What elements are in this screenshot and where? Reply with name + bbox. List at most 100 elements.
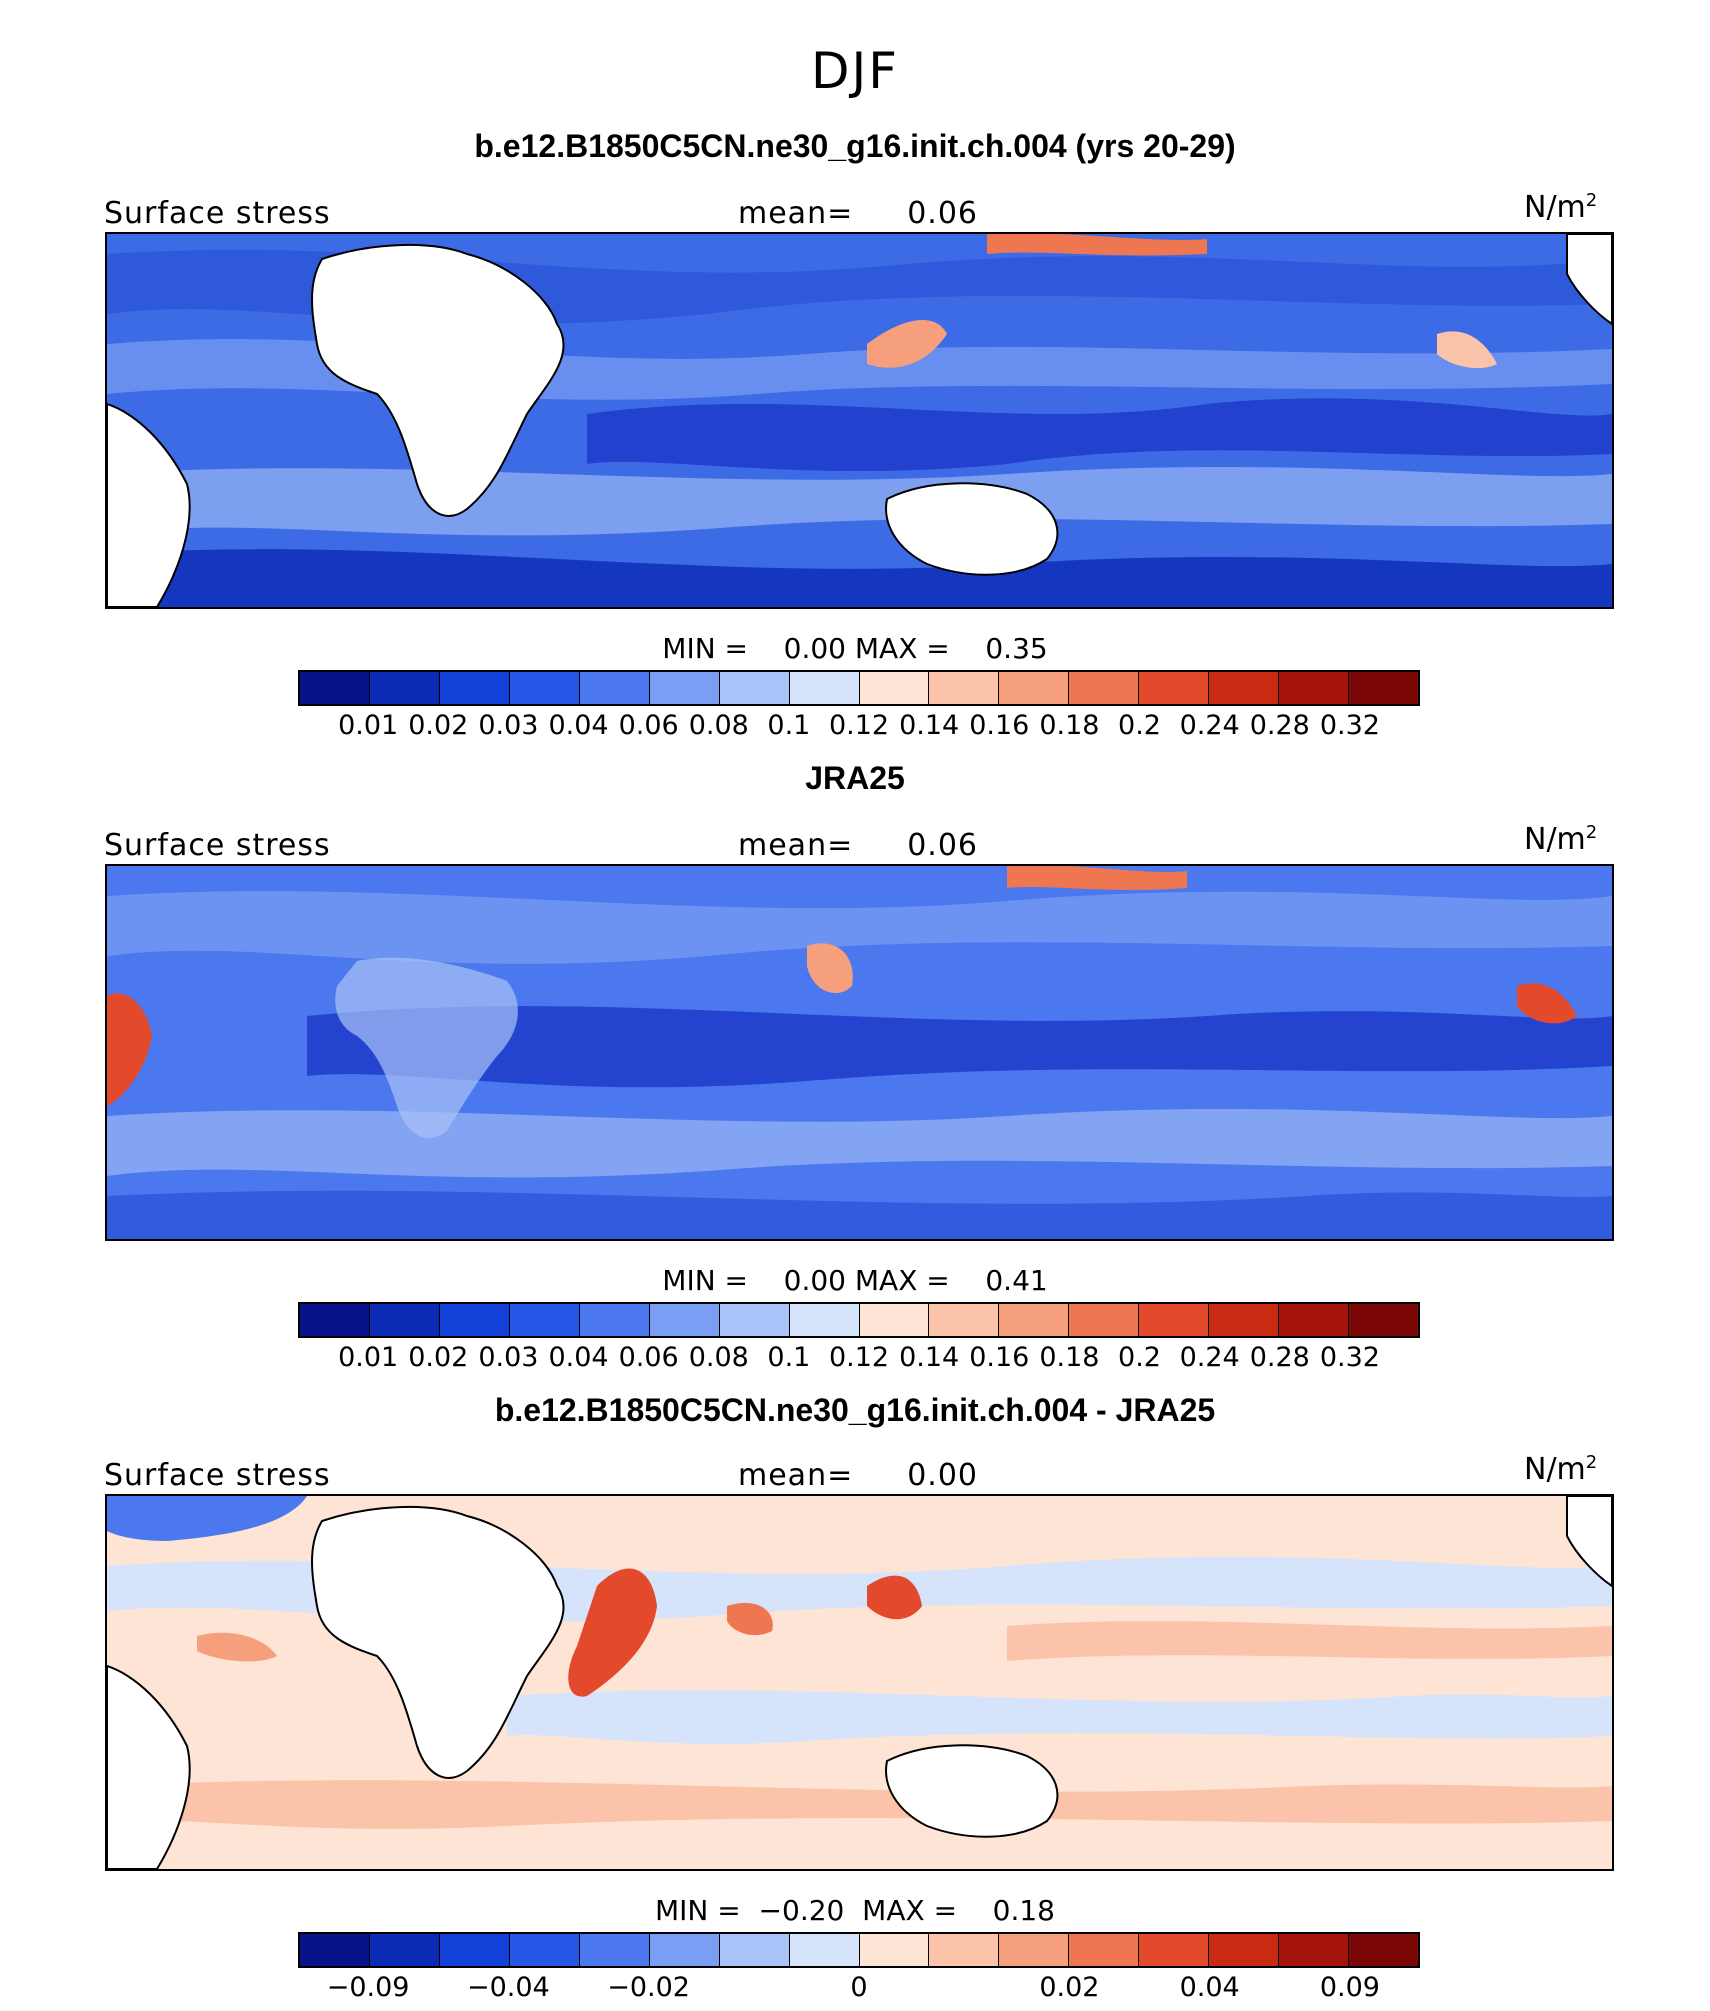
colorbar-tick-label: 0.18 <box>1039 1342 1100 1373</box>
colorbar-swatch <box>369 1934 440 1966</box>
colorbar-tick-label: 0.2 <box>1118 1342 1161 1373</box>
colorbar-swatch <box>439 672 510 704</box>
panel-3-max-value: 0.18 <box>992 1894 1055 1927</box>
colorbar-swatch <box>1069 672 1140 704</box>
colorbar-swatch <box>439 1934 510 1966</box>
colorbar-swatch <box>300 672 370 704</box>
colorbar-swatch <box>1069 1934 1140 1966</box>
colorbar-swatch <box>509 1934 580 1966</box>
panel-2-units-sup: 2 <box>1585 822 1598 843</box>
colorbar-tick-label: 0.08 <box>688 1342 749 1373</box>
panel-1-mean-label: mean= 0.06 <box>738 196 978 231</box>
panel-1-units-text: N/m <box>1524 190 1586 225</box>
panel-3-title: b.e12.B1850C5CN.ne30_g16.init.ch.004 - J… <box>494 1392 1216 1428</box>
colorbar-swatch <box>300 1304 370 1336</box>
colorbar-tick-label: 0.02 <box>408 1342 469 1373</box>
panel-3-units-text: N/m <box>1524 1452 1586 1487</box>
colorbar-swatch <box>509 672 580 704</box>
figure-title: DJF <box>810 42 899 100</box>
panel-3-colorbar-ticks: −0.09 −0.04 −0.02 0 0.02 0.04 0.09 <box>298 1972 1420 2004</box>
colorbar-swatch <box>789 1304 860 1336</box>
colorbar-tick-label: 0.03 <box>478 710 539 741</box>
panel-2-variable-label: Surface stress <box>104 828 331 863</box>
colorbar-swatch <box>929 1934 1000 1966</box>
panel-2-map-svg <box>107 866 1612 1239</box>
panel-3-max-label: MAX = <box>862 1894 958 1927</box>
colorbar-swatch <box>1279 1934 1350 1966</box>
colorbar-swatch <box>579 1304 650 1336</box>
panel-3-units-sup: 2 <box>1585 1452 1598 1473</box>
colorbar-tick-label: −0.02 <box>607 1972 690 2003</box>
panel-3-colorbar <box>298 1932 1420 1968</box>
panel-1-min-label: MIN = <box>662 632 749 665</box>
panel-2-max-value: 0.41 <box>985 1264 1048 1297</box>
panel-2-mean-text: mean= <box>738 828 854 863</box>
colorbar-swatch <box>999 672 1070 704</box>
colorbar-swatch <box>859 1934 930 1966</box>
panel-2-title: JRA25 <box>805 760 905 796</box>
colorbar-tick-label: 0.14 <box>899 1342 960 1373</box>
panel-2-minmax: MIN = 0.00 MAX = 0.41 <box>0 1264 1710 1297</box>
colorbar-swatch <box>1069 1304 1140 1336</box>
panel-1-variable-label: Surface stress <box>104 196 331 231</box>
colorbar-swatch <box>859 672 930 704</box>
panel-3-units: N/m2 <box>1524 1452 1597 1487</box>
colorbar-tick-label: 0 <box>850 1972 868 2003</box>
colorbar-swatch <box>509 1304 580 1336</box>
panel-1-title: b.e12.B1850C5CN.ne30_g16.init.ch.004 (yr… <box>474 128 1236 164</box>
colorbar-tick-label: 0.06 <box>618 710 679 741</box>
colorbar-swatch <box>1139 1934 1210 1966</box>
colorbar-swatch <box>719 1934 790 1966</box>
panel-3-map <box>105 1494 1614 1871</box>
colorbar-swatch <box>859 1304 930 1336</box>
panel-3-mean-text: mean= <box>738 1458 854 1493</box>
colorbar-tick-label: 0.16 <box>969 1342 1030 1373</box>
colorbar-tick-label: 0.01 <box>338 1342 399 1373</box>
panel-2-colorbar-ticks: 0.01 0.02 0.03 0.04 0.06 0.08 0.1 0.12 0.14 0.16 0… <box>298 1342 1420 1374</box>
panel-2-units: N/m2 <box>1524 822 1597 857</box>
panel-1-minmax: MIN = 0.00 MAX = 0.35 <box>0 632 1710 665</box>
colorbar-tick-label: 0.06 <box>618 1342 679 1373</box>
colorbar-swatch <box>369 672 440 704</box>
colorbar-swatch <box>999 1304 1070 1336</box>
colorbar-swatch <box>1279 672 1350 704</box>
colorbar-tick-label: 0.32 <box>1319 710 1380 741</box>
colorbar-tick-label: 0.18 <box>1039 710 1100 741</box>
panel-3-map-svg <box>107 1496 1612 1869</box>
colorbar-tick-label: 0.04 <box>1179 1972 1240 2003</box>
colorbar-swatch <box>579 672 650 704</box>
colorbar-tick-label: 0.12 <box>828 1342 890 1373</box>
colorbar-swatch <box>789 672 860 704</box>
colorbar-tick-label: 0.2 <box>1118 710 1161 741</box>
panel-3-mean-value: 0.00 <box>907 1458 979 1493</box>
colorbar-tick-label: 0.02 <box>1039 1972 1100 2003</box>
colorbar-swatch <box>789 1934 860 1966</box>
panel-2-units-text: N/m <box>1524 822 1586 857</box>
panel-1-max-value: 0.35 <box>985 632 1048 665</box>
colorbar-tick-label: 0.03 <box>478 1342 539 1373</box>
panel-2-colorbar <box>298 1302 1420 1338</box>
colorbar-tick-label: 0.1 <box>767 1342 811 1373</box>
colorbar-tick-label: 0.24 <box>1179 1342 1240 1373</box>
colorbar-tick-label: 0.28 <box>1249 1342 1310 1373</box>
panel-1-mean-value: 0.06 <box>907 196 979 231</box>
panel-2-mean-value: 0.06 <box>907 828 979 863</box>
colorbar-swatch <box>719 1304 790 1336</box>
colorbar-swatch <box>1139 1304 1210 1336</box>
colorbar-tick-label: 0.04 <box>548 1342 609 1373</box>
colorbar-tick-label: 0.14 <box>899 710 960 741</box>
colorbar-swatch <box>439 1304 510 1336</box>
colorbar-swatch <box>1209 1304 1280 1336</box>
colorbar-swatch <box>300 1934 370 1966</box>
colorbar-tick-label: 0.24 <box>1179 710 1240 741</box>
colorbar-swatch <box>719 672 790 704</box>
colorbar-swatch <box>649 1304 720 1336</box>
panel-2-min-label: MIN = <box>662 1264 749 1297</box>
panel-2-mean-label: mean= 0.06 <box>738 828 978 863</box>
colorbar-tick-label: 0.16 <box>969 710 1030 741</box>
colorbar-swatch <box>649 1934 720 1966</box>
panel-1-max-label: MAX = <box>854 632 950 665</box>
colorbar-tick-label: 0.08 <box>688 710 749 741</box>
panel-2-max-label: MAX = <box>854 1264 950 1297</box>
panel-1-map <box>105 232 1614 609</box>
